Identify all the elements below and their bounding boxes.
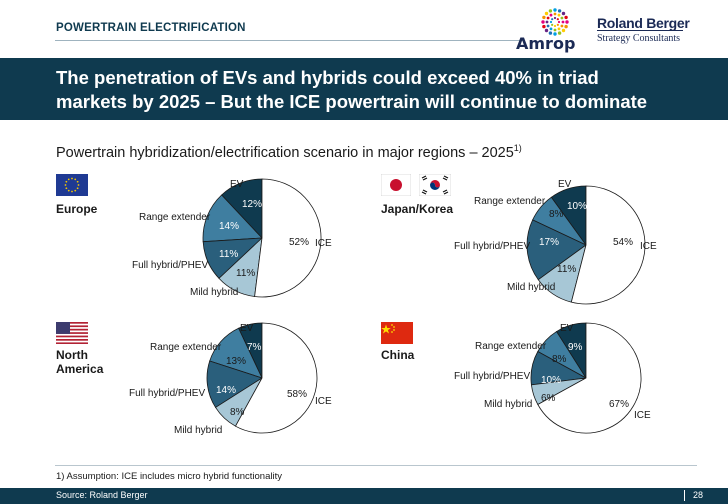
pie-slice-japan-korea-ice	[570, 185, 646, 305]
pie-slice-japan-korea-full-hybrid	[526, 219, 587, 281]
region-north-america-line-2: America	[56, 362, 104, 376]
japan-mild-hybrid-value: 11%	[557, 264, 577, 275]
china-full-hybrid-label: Full hybrid/PHEV	[454, 371, 531, 382]
title-bar	[0, 58, 728, 120]
europe-ev-value: 12%	[242, 199, 263, 210]
china-mild-hybrid-value: 6%	[541, 393, 556, 404]
header-divider	[55, 40, 525, 41]
japan-ice-label: ICE	[640, 241, 657, 252]
na-range-extender-label: Range extender	[150, 342, 222, 353]
section-label: POWERTRAIN ELECTRIFICATION	[56, 22, 246, 34]
usa-flag-icon	[56, 322, 88, 344]
region-north-america-line-1: North	[56, 348, 88, 362]
europe-range-extender-label: Range extender	[139, 212, 211, 223]
japan-ice-value: 54%	[613, 237, 634, 248]
europe-ev-label: EV	[230, 179, 244, 190]
amrop-logo-text: Amrop	[516, 34, 576, 53]
korea-flag-icon	[419, 174, 451, 196]
japan-ev-value: 10%	[567, 201, 588, 212]
roland-berger-logo-tagline: Strategy Consultants	[597, 33, 681, 44]
europe-full-hybrid-label: Full hybrid/PHEV	[132, 260, 209, 271]
europe-ice-value: 52%	[289, 237, 310, 248]
slide-subtitle: Powertrain hybridization/electrification…	[56, 143, 522, 161]
pie-slice-north-america-ice	[234, 322, 318, 434]
subtitle-footnote-marker: 1)	[513, 143, 522, 153]
region-europe: Europe	[56, 202, 98, 216]
na-range-extender-value: 13%	[226, 356, 247, 367]
region-japan-korea: Japan/Korea	[381, 202, 454, 216]
china-ice-label: ICE	[634, 410, 651, 421]
na-ice-value: 58%	[287, 389, 308, 400]
pie-slice-china-ice	[537, 322, 642, 434]
na-mild-hybrid-label: Mild hybrid	[174, 425, 223, 436]
source-text: Source: Roland Berger	[56, 490, 148, 500]
japan-full-hybrid-value: 17%	[539, 237, 560, 248]
pie-china	[530, 322, 642, 434]
china-mild-hybrid-label: Mild hybrid	[484, 399, 533, 410]
na-ice-label: ICE	[315, 396, 332, 407]
china-ice-value: 67%	[609, 399, 630, 410]
footer-divider	[55, 465, 697, 466]
eu-flag-icon	[56, 174, 88, 196]
china-ev-value: 9%	[568, 342, 583, 353]
china-range-extender-value: 8%	[552, 354, 567, 365]
europe-mild-hybrid-label: Mild hybrid	[190, 287, 239, 298]
page-separator	[684, 490, 685, 501]
japan-range-extender-label: Range extender	[474, 196, 546, 207]
page-number: 28	[693, 490, 704, 500]
pie-europe	[202, 178, 322, 298]
pie-north-america	[206, 322, 318, 434]
japan-ev-label: EV	[558, 179, 572, 190]
europe-range-extender-value: 14%	[219, 221, 240, 232]
na-ev-value: 7%	[247, 342, 262, 353]
china-ev-label: EV	[560, 323, 574, 334]
japan-range-extender-value: 8%	[549, 209, 564, 220]
pie-japan-korea	[526, 185, 646, 305]
na-mild-hybrid-value: 8%	[230, 407, 245, 418]
source-bar	[0, 488, 728, 504]
pie-slice-europe-range-extender	[202, 194, 263, 243]
japan-flag-icon	[381, 174, 411, 196]
europe-ice-label: ICE	[315, 238, 332, 249]
region-china: China	[381, 348, 415, 362]
slide-title-line-2: markets by 2025 – But the ICE powertrain…	[56, 91, 648, 112]
china-full-hybrid-value: 10%	[541, 375, 562, 386]
footnote: 1) Assumption: ICE includes micro hybrid…	[56, 471, 282, 482]
amrop-logo-icon	[541, 8, 569, 36]
na-full-hybrid-label: Full hybrid/PHEV	[129, 388, 206, 399]
subtitle-text: Powertrain hybridization/electrification…	[56, 144, 514, 161]
japan-mild-hybrid-label: Mild hybrid	[507, 282, 556, 293]
japan-full-hybrid-label: Full hybrid/PHEV	[454, 241, 531, 252]
roland-berger-logo-name: Roland Berger	[597, 15, 690, 31]
china-range-extender-label: Range extender	[475, 341, 547, 352]
europe-full-hybrid-value: 11%	[219, 249, 239, 260]
na-full-hybrid-value: 14%	[216, 385, 237, 396]
na-ev-label: EV	[240, 323, 254, 334]
roland-berger-logo-rule	[597, 30, 683, 31]
slide-title-line-1: The penetration of EVs and hybrids could…	[56, 67, 599, 88]
pie-slice-europe-ice	[254, 178, 322, 298]
china-flag-icon	[381, 322, 413, 344]
europe-mild-hybrid-value: 11%	[236, 268, 256, 279]
